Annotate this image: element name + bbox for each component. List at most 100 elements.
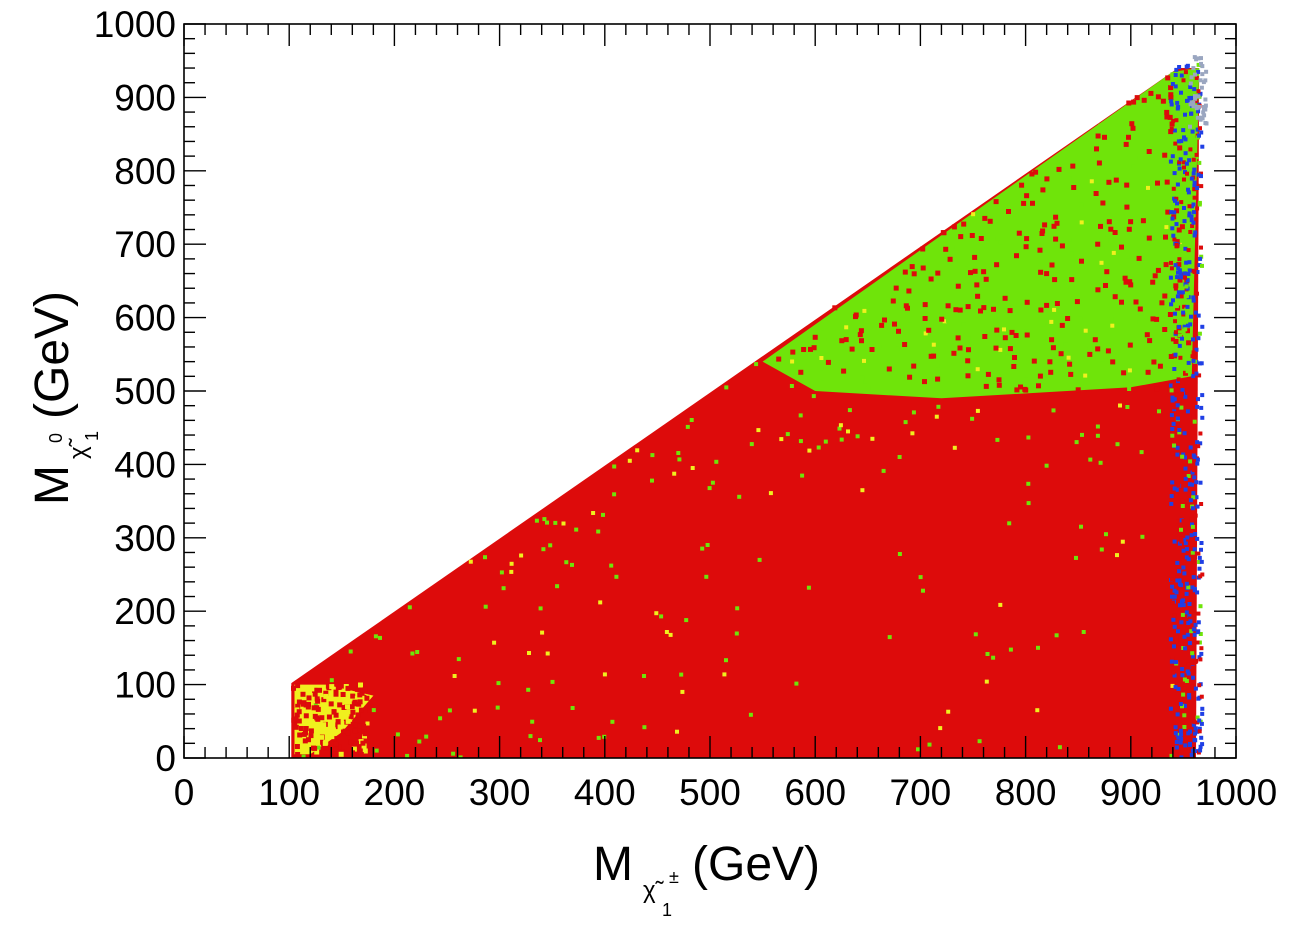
point-speckle [882, 310, 887, 315]
point-red [1146, 235, 1152, 241]
point-speckle [779, 437, 784, 442]
point-edge [1197, 566, 1202, 571]
point-edge [1172, 196, 1177, 201]
point-edge [1196, 69, 1201, 74]
point-edge [1193, 686, 1198, 691]
point-speckle [860, 375, 865, 380]
point-low-mass [296, 718, 302, 724]
point-red [1124, 204, 1130, 210]
point-edge [1198, 748, 1203, 753]
point-edge [1197, 718, 1202, 723]
point-edge [1193, 310, 1198, 315]
point-low-mass [312, 745, 318, 751]
point-edge [1187, 158, 1192, 163]
point-speckle [690, 466, 695, 470]
point-edge [1195, 186, 1200, 190]
point-red [843, 337, 849, 343]
point-red [1056, 166, 1062, 172]
point-low-mass [329, 684, 335, 690]
point-red [1136, 255, 1142, 261]
point-speckle [1066, 355, 1071, 360]
point-edge [1199, 171, 1203, 176]
point-edge [1184, 581, 1189, 586]
point-edge [1184, 161, 1189, 166]
y-tick-label: 400 [114, 444, 176, 485]
point-edge [1200, 742, 1205, 747]
point-edge [1168, 706, 1173, 711]
point-speckle [749, 442, 754, 447]
point-speckle [1157, 409, 1161, 414]
point-edge [1198, 126, 1202, 131]
point-edge [1190, 524, 1195, 529]
point-speckle [609, 563, 614, 568]
point-red [1178, 293, 1184, 299]
point-edge [1196, 551, 1201, 556]
point-edge [1182, 634, 1187, 639]
x-tick-label: 700 [890, 772, 952, 813]
point-edge [1172, 486, 1177, 491]
point-speckle [966, 282, 971, 287]
point-grey [1195, 115, 1200, 120]
point-speckle [1089, 179, 1094, 184]
point-red [968, 270, 973, 276]
point-edge [1177, 65, 1182, 69]
point-speckle [417, 739, 422, 744]
point-red [961, 221, 967, 227]
point-edge [1186, 557, 1191, 562]
point-red [839, 338, 845, 344]
point-edge [1170, 433, 1175, 438]
point-low-mass [340, 692, 346, 697]
point-edge [1173, 198, 1177, 203]
point-speckle [710, 480, 715, 485]
point-red [1126, 226, 1132, 232]
point-red [1167, 312, 1173, 317]
x-axis-title: M χ̃ ± 1 (GeV) [593, 838, 820, 920]
point-grey [1189, 100, 1194, 105]
point-red [1023, 244, 1029, 250]
point-edge [1195, 729, 1200, 734]
point-edge [1170, 656, 1175, 661]
point-low-mass [362, 731, 368, 737]
point-speckle [754, 362, 759, 367]
point-speckle [1111, 250, 1116, 255]
point-edge [1192, 180, 1197, 185]
point-low-mass [354, 696, 360, 701]
point-red [1071, 185, 1077, 190]
point-red [1155, 94, 1161, 100]
point-edge [1170, 82, 1175, 86]
point-speckle [922, 384, 927, 389]
point-edge [1170, 594, 1174, 599]
point-edge [1191, 171, 1196, 176]
point-grey [1200, 72, 1205, 77]
point-low-mass [315, 692, 321, 697]
point-edge [1181, 78, 1186, 83]
point-edge [1171, 298, 1175, 303]
point-edge [1190, 354, 1195, 359]
point-red [1165, 209, 1171, 215]
point-red [1186, 340, 1192, 346]
point-low-mass [317, 687, 322, 693]
point-edge [1181, 548, 1186, 553]
point-edge [1177, 735, 1182, 740]
point-low-mass [323, 745, 329, 751]
point-edge [1175, 182, 1180, 187]
point-red [1095, 346, 1101, 352]
point-low-mass [354, 732, 360, 738]
point-speckle [998, 602, 1003, 607]
point-grey [1198, 78, 1203, 83]
point-red [1096, 160, 1102, 166]
point-edge [1196, 89, 1201, 94]
point-edge [1169, 494, 1174, 499]
point-red [1059, 243, 1065, 249]
point-speckle [1108, 238, 1113, 243]
point-edge [1174, 222, 1179, 227]
point-edge [1172, 588, 1177, 593]
point-speckle [679, 672, 684, 677]
point-red [1173, 339, 1179, 344]
x-tick-label: 400 [574, 772, 636, 813]
point-speckle [680, 689, 685, 694]
point-edge [1181, 452, 1186, 457]
point-edge [1185, 278, 1190, 283]
point-edge [1190, 550, 1195, 555]
point-speckle [910, 431, 915, 436]
